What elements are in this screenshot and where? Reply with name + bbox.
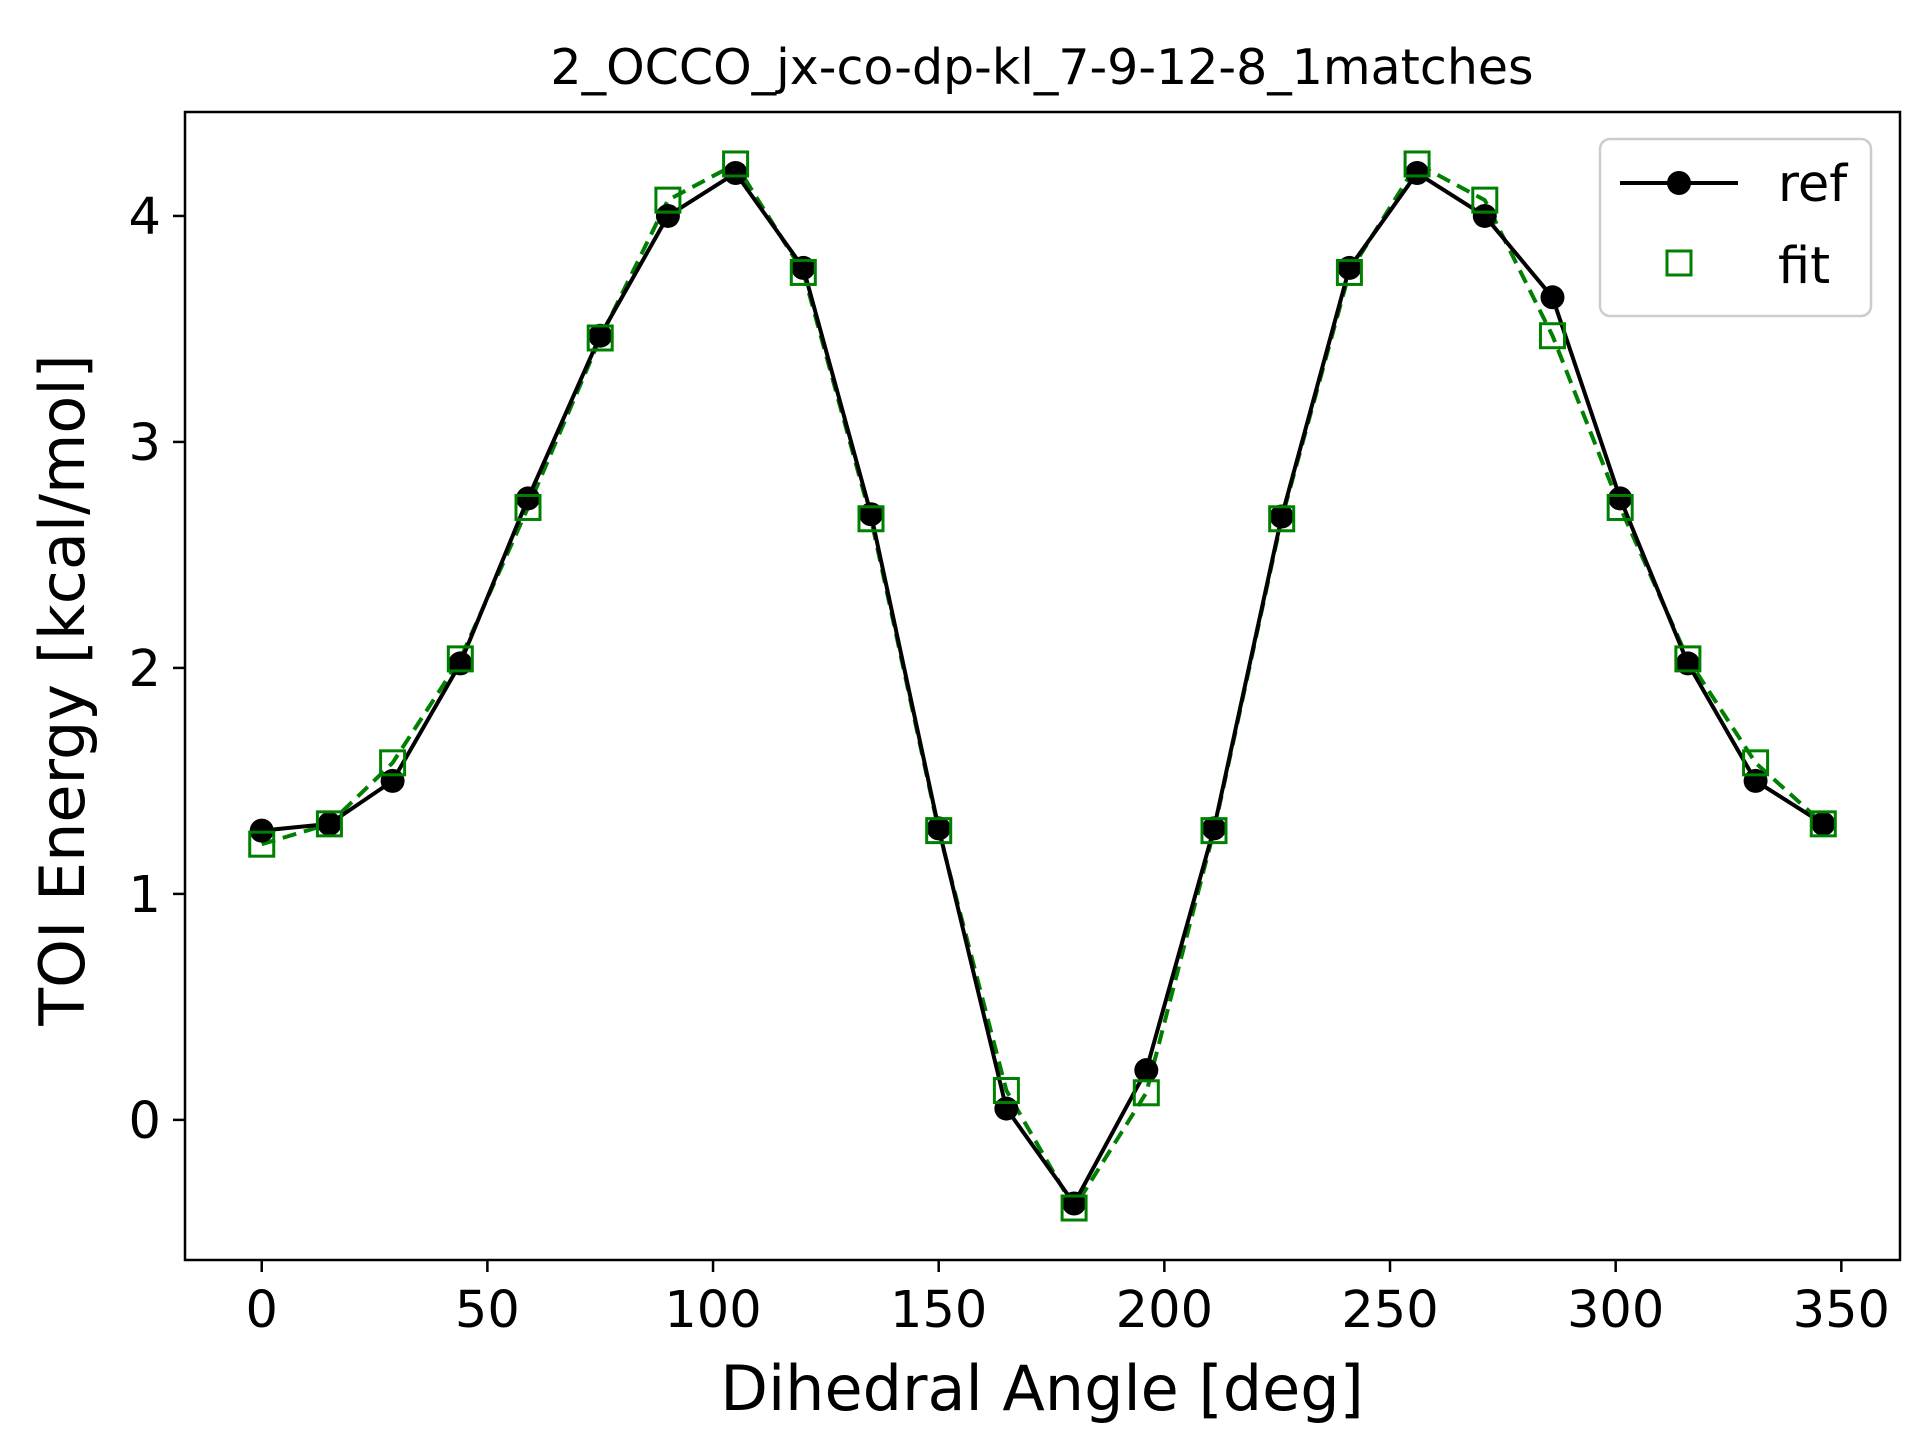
- fit-data-point: [789, 258, 817, 286]
- ref-data-point: [1269, 504, 1294, 529]
- fit-data-point: [722, 150, 750, 178]
- plot-frame: [183, 110, 1902, 1262]
- fit-data-point: [1132, 1079, 1160, 1107]
- legend-fit-marker: [1665, 249, 1693, 277]
- ref-data-point: [380, 768, 405, 793]
- fit-data-point: [1200, 817, 1228, 845]
- legend-fit-label: fit: [1778, 237, 1830, 296]
- fit-data-point: [446, 645, 474, 673]
- legend-ref-marker: [1667, 171, 1691, 195]
- fit-data-point: [586, 324, 614, 352]
- fit-data-point: [1809, 810, 1837, 838]
- ref-data-point: [317, 811, 342, 836]
- ref-data-point: [1811, 811, 1836, 836]
- x-tick-label: 0: [245, 1281, 277, 1340]
- ref-data-point: [1608, 486, 1633, 511]
- legend: ref fit: [1598, 137, 1873, 318]
- x-tick-label: 200: [1116, 1281, 1213, 1340]
- ref-data-point: [1405, 161, 1430, 186]
- x-tick-label: 300: [1567, 1281, 1664, 1340]
- y-axis-label: TOI Energy [kcal/mol]: [26, 354, 99, 1026]
- fit-data-point: [1606, 493, 1634, 521]
- fit-data-point: [248, 830, 276, 858]
- ref-data-point: [1202, 816, 1226, 841]
- ref-data-point: [994, 1096, 1019, 1121]
- y-tick-label: 4: [129, 188, 161, 247]
- legend-ref-label: ref: [1778, 155, 1848, 214]
- x-tick-label: 350: [1793, 1281, 1890, 1340]
- x-tick-label: 150: [890, 1281, 987, 1340]
- fit-data-point: [1403, 150, 1431, 178]
- fit-data-point: [1268, 505, 1296, 533]
- fit-data-point: [379, 749, 407, 777]
- ref-data-point: [655, 203, 680, 228]
- ref-data-point: [723, 161, 748, 186]
- ref-data-point: [516, 486, 540, 511]
- y-tick-label: 0: [129, 1092, 161, 1151]
- fit-data-point: [1674, 645, 1702, 673]
- fit-data-point: [992, 1077, 1020, 1105]
- fit-data-point: [1538, 322, 1566, 350]
- y-axis-ticks: 0 1 2 3 4: [129, 188, 185, 1151]
- x-tick-label: 100: [664, 1281, 761, 1340]
- x-axis-ticks: 0 50 100 150 200 250 300 350: [245, 1260, 1890, 1340]
- ref-data-point: [1743, 768, 1768, 793]
- ref-data-point: [926, 816, 951, 841]
- y-tick-label: 3: [129, 414, 161, 473]
- fit-series-line: [261, 161, 1825, 1211]
- x-tick-label: 250: [1341, 1281, 1438, 1340]
- x-tick-label: 50: [455, 1281, 520, 1340]
- fit-data-point: [925, 817, 953, 845]
- fit-data-point: [654, 186, 682, 214]
- plot-data: [248, 150, 1837, 1222]
- fit-data-point: [1335, 258, 1363, 286]
- fit-data-point: [514, 493, 542, 521]
- x-axis-label: Dihedral Angle [deg]: [720, 1352, 1364, 1425]
- chart-title: 2_OCCO_jx-co-dp-kl_7-9-12-8_1matches: [550, 39, 1533, 96]
- fit-data-point: [1742, 749, 1770, 777]
- ref-data-point: [249, 818, 274, 843]
- fit-data-point: [1471, 186, 1499, 214]
- ref-data-point: [1134, 1058, 1159, 1083]
- ref-data-point: [588, 323, 613, 348]
- fit-data-point: [1060, 1194, 1088, 1222]
- fit-data-point: [857, 505, 885, 533]
- ref-data-point: [1472, 203, 1497, 228]
- ref-data-point: [1540, 285, 1565, 310]
- fit-data-point: [315, 810, 343, 838]
- y-tick-label: 2: [129, 640, 161, 699]
- y-tick-label: 1: [129, 866, 161, 925]
